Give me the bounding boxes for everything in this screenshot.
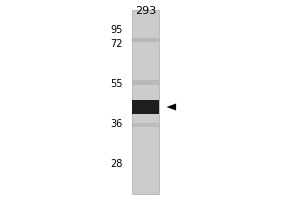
Text: 95: 95: [111, 25, 123, 35]
Text: 55: 55: [110, 79, 123, 89]
Bar: [132, 10, 159, 194]
Text: 72: 72: [110, 39, 123, 49]
Polygon shape: [167, 103, 176, 111]
Text: 28: 28: [111, 159, 123, 169]
Text: 36: 36: [111, 119, 123, 129]
Bar: [132, 100, 159, 114]
Text: 293: 293: [135, 6, 156, 16]
Bar: [132, 123, 159, 127]
Bar: [132, 79, 159, 84]
Bar: [132, 38, 159, 42]
